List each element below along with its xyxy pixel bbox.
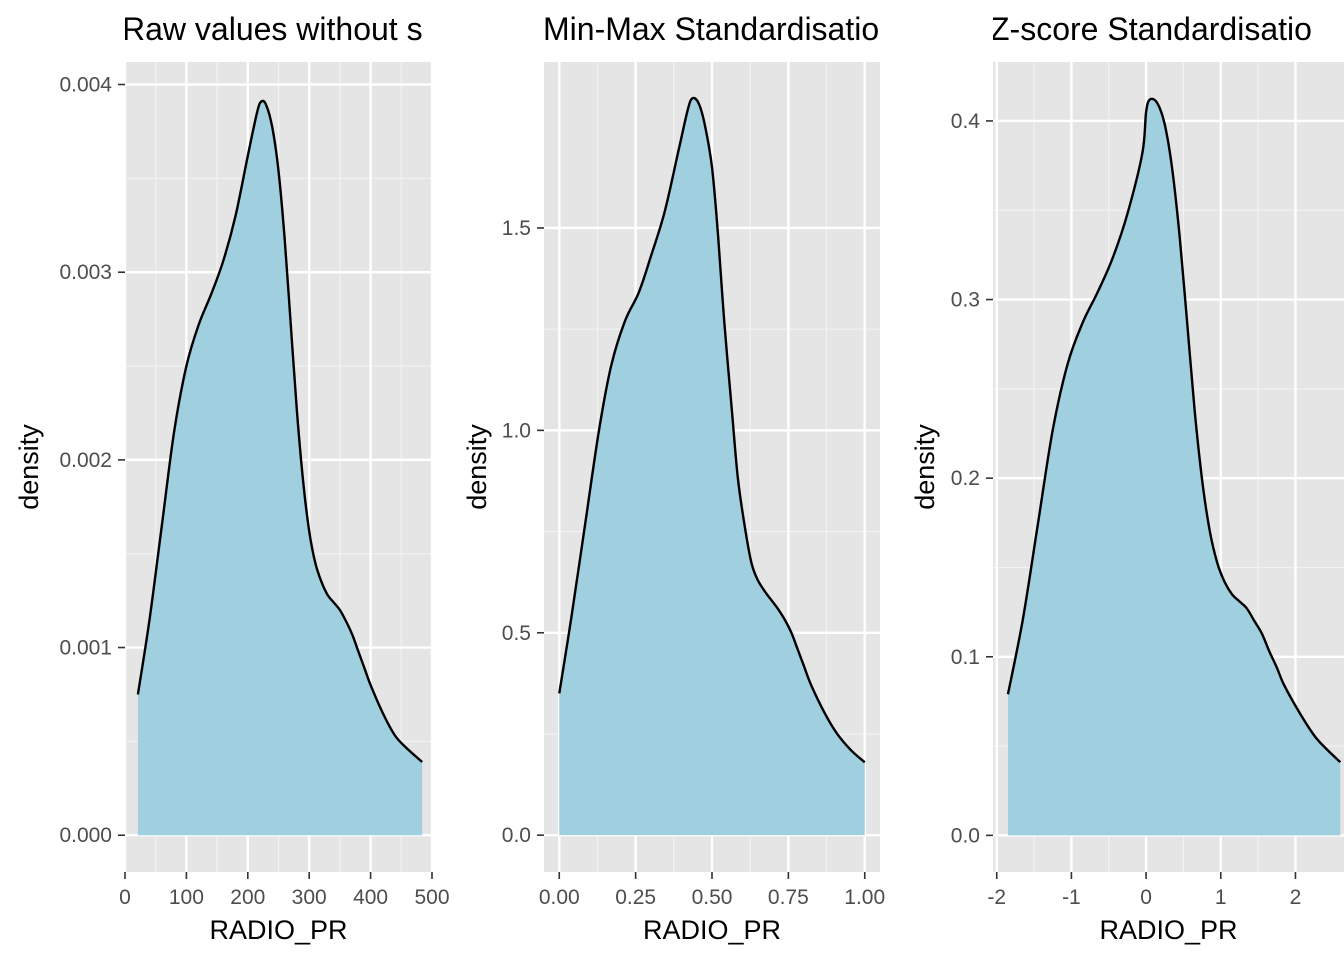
y-tick-label: 1.5 [502, 217, 531, 240]
panel-title: Z-score Standardisatio [990, 11, 1312, 47]
density-area [559, 97, 865, 836]
y-tick-label: 0.004 [59, 74, 112, 97]
x-tick-label: 300 [292, 886, 327, 909]
x-tick-label: 500 [414, 886, 449, 909]
x-tick-label: 100 [169, 886, 204, 909]
panel-min-max: 0.00 0.25 0.50 0.75 1.00 0.0 0.5 1.0 1.5 RADIO_PR… [462, 11, 885, 945]
y-tick-label: 0.1 [951, 646, 980, 669]
x-tick-label: 2 [1290, 886, 1302, 909]
x-axis-title: RADIO_PR [209, 915, 347, 945]
x-tick-label: -1 [1062, 886, 1081, 909]
y-tick-label: 0.3 [951, 289, 980, 312]
y-tick-label: 0.4 [951, 110, 981, 133]
x-tick-label: 400 [353, 886, 388, 909]
panel-raw-values: 0 100 200 300 400 500 0.000 0.001 0.002 0.003 0.00… [14, 11, 450, 945]
density-line [136, 99, 423, 763]
y-axis-title: density [14, 424, 44, 510]
x-tick-label: 0.75 [768, 886, 809, 909]
density-line [1006, 97, 1342, 764]
y-tick-label: 0.002 [59, 449, 112, 472]
density-series [136, 99, 423, 836]
x-tick-label: 0 [119, 886, 131, 909]
y-tick-label: 0.000 [59, 824, 112, 847]
y-axis-title: density [462, 424, 492, 510]
x-tick-label: 0.00 [539, 886, 580, 909]
density-series [558, 96, 866, 836]
density-line [558, 96, 866, 764]
density-area [137, 100, 423, 836]
x-tick-label: 0.25 [615, 886, 656, 909]
y-tick-label: 0.001 [59, 637, 112, 660]
y-tick-label: 1.0 [502, 419, 531, 442]
y-tick-label: 0.5 [502, 622, 531, 645]
y-tick-label: 0.0 [502, 824, 531, 847]
panel-title: Raw values without s [122, 11, 423, 47]
x-tick-label: 1 [1215, 886, 1227, 909]
x-tick-label: 1.00 [844, 886, 885, 909]
density-series [1006, 97, 1342, 836]
y-tick-label: 0.2 [951, 467, 980, 490]
density-area [1007, 98, 1341, 836]
y-axis-title: density [910, 424, 940, 510]
x-tick-label: 200 [230, 886, 265, 909]
panel-z-score: -2 -1 0 1 2 0.0 0.1 0.2 0.3 0.4 RADIO_PR density Z-s… [910, 11, 1344, 945]
x-tick-label: -2 [987, 886, 1006, 909]
x-axis-title: RADIO_PR [643, 915, 781, 945]
panel-title: Min-Max Standardisatio [543, 11, 879, 47]
y-tick-label: 0.0 [951, 824, 980, 847]
x-axis-title: RADIO_PR [1099, 915, 1237, 945]
x-tick-label: 0 [1140, 886, 1152, 909]
x-tick-label: 0.50 [692, 886, 733, 909]
y-tick-label: 0.003 [59, 261, 112, 284]
